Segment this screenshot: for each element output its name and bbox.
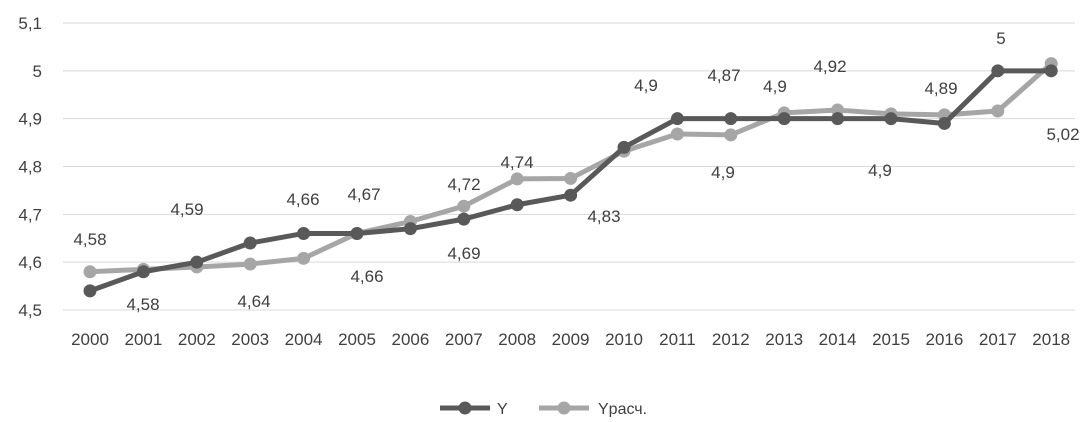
x-tick-label: 2013 (765, 330, 803, 349)
data-point (724, 112, 738, 126)
data-label: 4,9 (868, 161, 892, 180)
y-tick-label: 4,7 (18, 205, 42, 224)
y-tick-label: 4,8 (18, 158, 42, 177)
data-point (564, 171, 578, 185)
series-line-y-calc (89, 61, 1053, 275)
y-tick-label: 5,1 (18, 14, 42, 33)
x-tick-label: 2000 (71, 330, 109, 349)
data-point (403, 222, 417, 236)
data-point (83, 265, 97, 279)
data-point (190, 255, 204, 269)
y-tick-label: 4,5 (18, 301, 42, 320)
x-tick-label: 2001 (124, 330, 162, 349)
data-label: 4,83 (587, 207, 620, 226)
x-tick-label: 2015 (872, 330, 910, 349)
x-tick-label: 2012 (712, 330, 750, 349)
data-label: 4,9 (711, 163, 735, 182)
x-tick-label: 2011 (659, 330, 696, 349)
data-point (777, 112, 791, 126)
data-point (1044, 64, 1058, 78)
data-label: 4,92 (813, 57, 846, 76)
data-point (510, 172, 524, 186)
legend-marker (557, 401, 571, 415)
data-label: 4,66 (350, 267, 383, 286)
x-tick-label: 2017 (979, 330, 1017, 349)
x-tick-label: 2007 (445, 330, 483, 349)
data-label: 4,87 (707, 66, 740, 85)
data-point (724, 128, 738, 142)
data-point (937, 116, 951, 130)
data-point (297, 226, 311, 240)
x-tick-label: 2005 (338, 330, 376, 349)
data-point (243, 257, 257, 271)
data-point (884, 112, 898, 126)
y-tick-label: 4,6 (18, 253, 42, 272)
data-label: 4,66 (286, 190, 319, 209)
data-point (136, 265, 150, 279)
series-lines (83, 57, 1058, 298)
data-label: 4,64 (237, 292, 270, 311)
y-axis-ticks: 4,5 4,6 4,7 4,8 4,9 5 5,1 (18, 14, 42, 320)
data-point (243, 236, 257, 250)
data-point (564, 188, 578, 202)
data-label: 4,59 (170, 200, 203, 219)
data-label: 4,74 (500, 153, 533, 172)
data-point (457, 199, 471, 213)
data-label: 4,58 (126, 295, 159, 314)
data-label: 4,9 (634, 76, 658, 95)
x-tick-label: 2018 (1032, 330, 1070, 349)
data-point (297, 251, 311, 265)
x-tick-label: 2003 (231, 330, 269, 349)
x-tick-label: 2014 (819, 330, 857, 349)
x-tick-label: 2004 (285, 330, 323, 349)
legend-label: Y (497, 401, 508, 417)
data-label: 5,02 (1046, 125, 1079, 144)
legend: Y Yрасч. (440, 401, 647, 418)
x-tick-label: 2016 (925, 330, 963, 349)
data-point (350, 226, 364, 240)
x-tick-label: 2006 (391, 330, 429, 349)
x-tick-label: 2008 (498, 330, 536, 349)
data-point (831, 112, 845, 126)
data-point (991, 64, 1005, 78)
data-label: 4,69 (447, 244, 480, 263)
x-axis-ticks: 2000 2001 2002 2003 2004 2005 2006 2007 2008 2009… (71, 330, 1070, 349)
y-tick-label: 5 (33, 62, 42, 81)
data-label: 4,72 (447, 175, 480, 194)
data-point (457, 212, 471, 226)
data-label: 4,89 (924, 79, 957, 98)
data-label: 4,67 (347, 185, 380, 204)
gridlines (63, 22, 1075, 311)
data-label: 4,58 (73, 230, 106, 249)
data-point (510, 198, 524, 212)
data-point (83, 284, 97, 298)
x-tick-label: 2010 (605, 330, 643, 349)
data-label: 4,9 (763, 77, 787, 96)
data-point (991, 104, 1005, 118)
data-point (670, 127, 684, 141)
data-point (617, 140, 631, 154)
y-tick-label: 4,9 (18, 110, 42, 129)
legend-label: Yрасч. (598, 401, 647, 417)
legend-marker (458, 401, 472, 415)
x-tick-label: 2002 (178, 330, 216, 349)
data-labels: 4,58 4,58 4,59 4,64 4,66 4,67 4,66 4,72 4,69 4,74… (73, 29, 1079, 314)
data-label: 5 (996, 29, 1005, 48)
data-point (670, 112, 684, 126)
x-tick-label: 2009 (552, 330, 590, 349)
